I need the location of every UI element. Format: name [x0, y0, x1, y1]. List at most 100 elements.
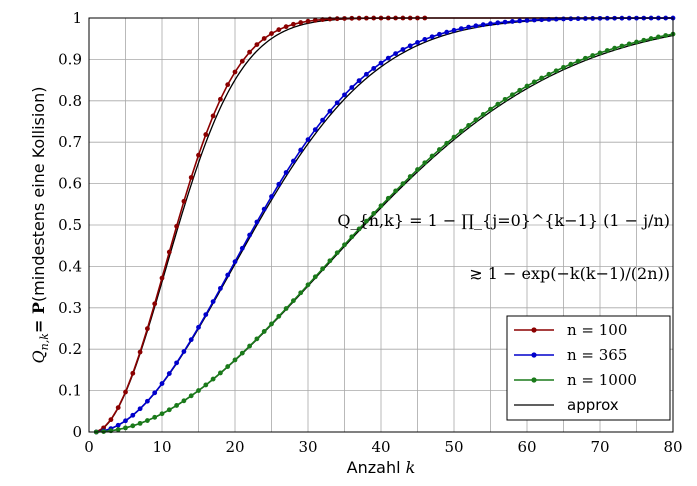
data-point [225, 272, 231, 278]
y-tick-label: 0.2 [58, 340, 82, 358]
data-point [407, 174, 413, 179]
data-point [407, 43, 413, 49]
data-point [356, 78, 362, 84]
data-point [561, 64, 566, 70]
data-point [561, 16, 566, 22]
x-tick-label: 20 [225, 438, 244, 456]
data-point [458, 26, 464, 31]
data-point [524, 83, 530, 89]
data-point [334, 100, 340, 106]
data-point [473, 117, 479, 123]
data-point [510, 19, 515, 24]
data-point [247, 343, 253, 349]
data-point [334, 250, 340, 256]
data-point [488, 106, 493, 112]
x-tick-label: 10 [152, 438, 171, 456]
y-tick-label: 0.7 [58, 133, 82, 151]
data-point [159, 411, 165, 417]
data-point [218, 370, 223, 376]
x-tick-label: 80 [663, 438, 682, 456]
data-point [590, 53, 596, 58]
data-point [400, 181, 406, 187]
data-point [115, 427, 121, 432]
x-tick-label: 70 [590, 438, 609, 456]
plot-frame [88, 17, 674, 433]
data-point [145, 398, 150, 404]
data-point [422, 37, 428, 42]
data-point [232, 69, 238, 75]
data-point [429, 153, 435, 159]
data-point [524, 18, 530, 23]
y-tick-label: 0 [72, 423, 82, 441]
data-point [174, 223, 180, 229]
x-tick-label: 0 [84, 438, 94, 456]
data-point [130, 423, 136, 429]
data-point [626, 41, 632, 47]
data-point [291, 298, 296, 304]
data-point [145, 326, 150, 332]
data-point [276, 313, 282, 319]
data-point [517, 18, 523, 24]
data-point [181, 198, 187, 204]
svg-text:n = 365: n = 365 [567, 346, 627, 364]
data-point [342, 242, 347, 248]
data-point [583, 55, 588, 61]
data-point [634, 39, 639, 45]
data-point [269, 194, 274, 199]
data-point [181, 398, 187, 404]
data-point [166, 249, 172, 255]
data-point [188, 175, 194, 180]
data-point [663, 33, 669, 38]
x-tick-label: 50 [444, 438, 463, 456]
data-point [495, 101, 501, 107]
data-point [254, 336, 260, 342]
formula-line-1: Q_{n,k} = 1 − ∏_{j=0}^{k−1} (1 − j/n) [337, 211, 670, 230]
data-point [371, 211, 377, 216]
x-tick-label: 40 [371, 438, 390, 456]
data-point [342, 92, 347, 98]
svg-text:n = 100: n = 100 [567, 321, 627, 339]
data-point [232, 259, 238, 265]
data-point [152, 301, 158, 307]
data-point [239, 245, 245, 251]
data-point [283, 306, 289, 311]
data-point [239, 58, 245, 64]
data-point [166, 407, 172, 413]
data-point [437, 31, 442, 37]
data-point [283, 24, 289, 30]
data-point [356, 226, 362, 232]
legend: n = 100 n = 365 n = 1000 approx [506, 315, 671, 421]
data-point [196, 324, 201, 330]
series-n365 [93, 15, 676, 435]
data-point [480, 22, 486, 28]
data-point [334, 16, 340, 22]
data-point [166, 371, 172, 376]
data-point [305, 282, 311, 288]
formula-line-2: ≳ 1 − exp(−k(k−1)/(2n)) [469, 264, 670, 283]
data-point [415, 167, 420, 172]
y-tick-label: 1 [72, 9, 82, 27]
data-point [218, 96, 223, 102]
data-point [393, 51, 398, 56]
data-point [137, 349, 143, 355]
data-point [583, 16, 588, 21]
data-point [210, 113, 216, 119]
data-point [283, 170, 289, 175]
data-point [254, 219, 260, 225]
data-point [575, 16, 581, 22]
y-tick-label: 0.8 [58, 92, 82, 110]
data-point [444, 140, 450, 146]
data-point [648, 36, 654, 41]
data-point [349, 234, 355, 240]
data-point [400, 47, 406, 52]
tick-labels: 0 10 20 30 40 50 60 70 80 0 0.1 0.2 0.3 0.4 0.5 0.6 0.7 0… [58, 9, 682, 456]
data-point [320, 266, 325, 272]
data-point [393, 188, 398, 194]
data-point [298, 20, 304, 25]
data-point [239, 350, 245, 356]
data-point [261, 36, 267, 41]
data-point [437, 147, 442, 152]
data-point [327, 258, 333, 264]
data-point [619, 43, 625, 49]
